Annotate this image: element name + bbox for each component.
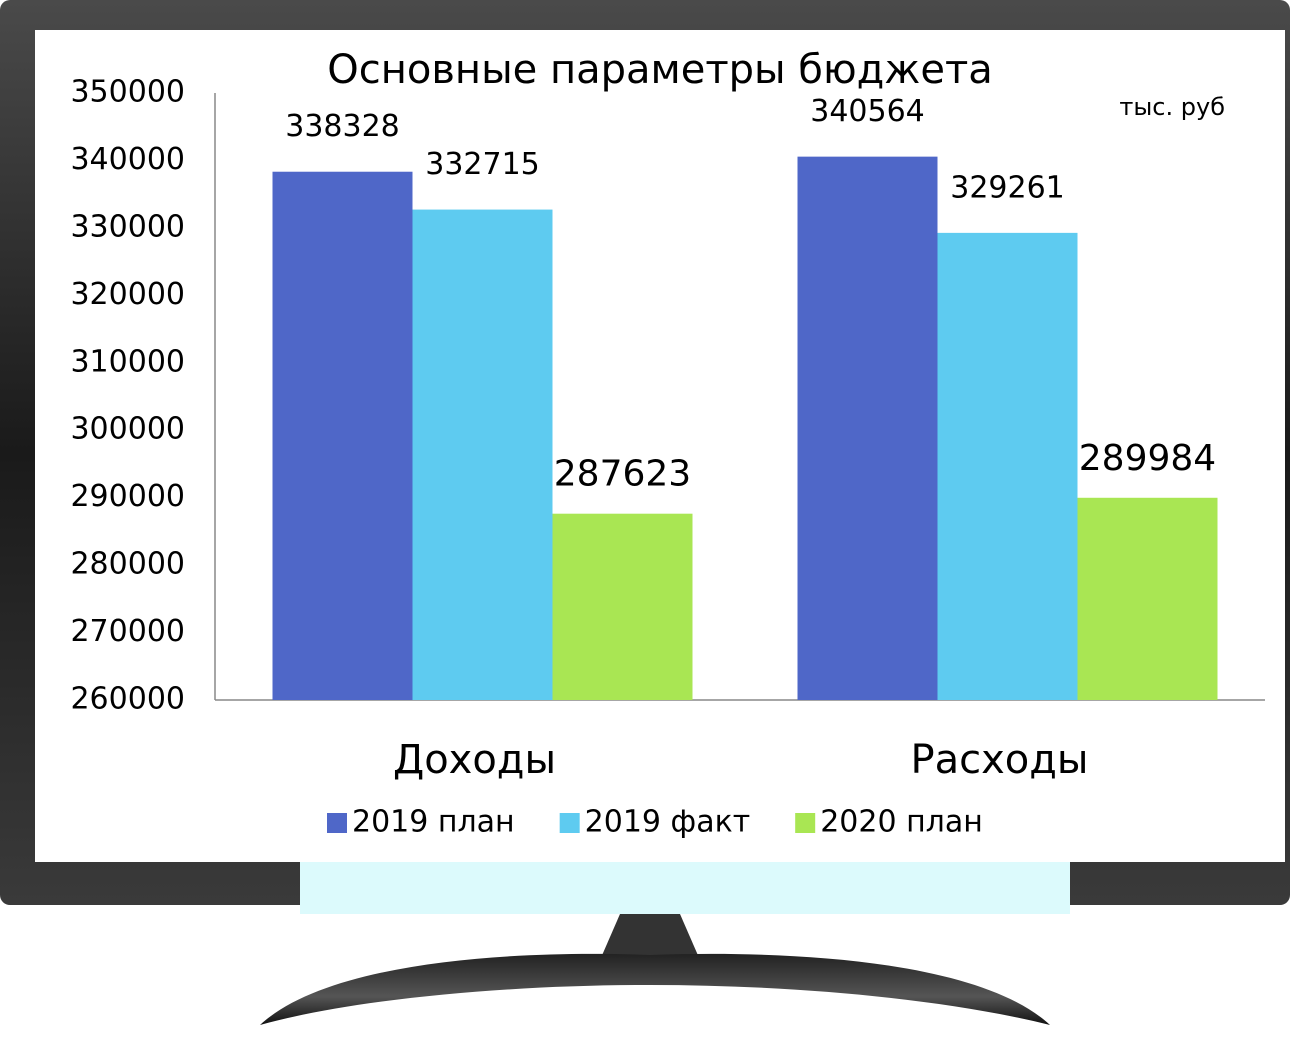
value-label: 329261: [950, 170, 1065, 205]
x-tick-label: Расходы: [910, 737, 1088, 783]
y-tick-label: 310000: [70, 344, 185, 379]
legend-swatch: [795, 813, 815, 833]
tv-screenshot: Основные параметры бюджета тыс. руб 2600…: [0, 0, 1290, 1040]
legend-label: 2019 план: [352, 805, 515, 840]
x-tick-label: Доходы: [393, 737, 556, 783]
y-tick-label: 330000: [70, 209, 185, 244]
value-label: 287623: [554, 454, 691, 495]
value-label: 332715: [425, 147, 540, 182]
y-tick-label: 290000: [70, 479, 185, 514]
legend-swatch: [560, 813, 580, 833]
y-tick-label: 270000: [70, 614, 185, 649]
legend-label: 2020 план: [820, 805, 983, 840]
y-tick-label: 320000: [70, 277, 185, 312]
value-label: 338328: [285, 109, 400, 144]
y-tick-label: 300000: [70, 412, 185, 447]
tv-neck: [600, 914, 700, 960]
y-tick-label: 280000: [70, 547, 185, 582]
y-tick-label: 340000: [70, 142, 185, 177]
bar: [938, 233, 1078, 700]
bar: [273, 172, 413, 700]
y-tick-label: 260000: [70, 682, 185, 717]
value-label: 289984: [1079, 438, 1216, 479]
y-tick-label: 350000: [70, 75, 185, 110]
bar: [798, 157, 938, 700]
screen-strip: [300, 862, 1070, 914]
unit-label: тыс. руб: [1119, 93, 1225, 121]
value-label: 340564: [810, 94, 925, 129]
legend-swatch: [327, 813, 347, 833]
bar: [413, 210, 553, 700]
tv-base: [260, 954, 1050, 1025]
bar: [553, 514, 693, 700]
chart-title: Основные параметры бюджета: [327, 47, 993, 93]
legend-label: 2019 факт: [585, 805, 751, 840]
bar: [1078, 498, 1218, 700]
